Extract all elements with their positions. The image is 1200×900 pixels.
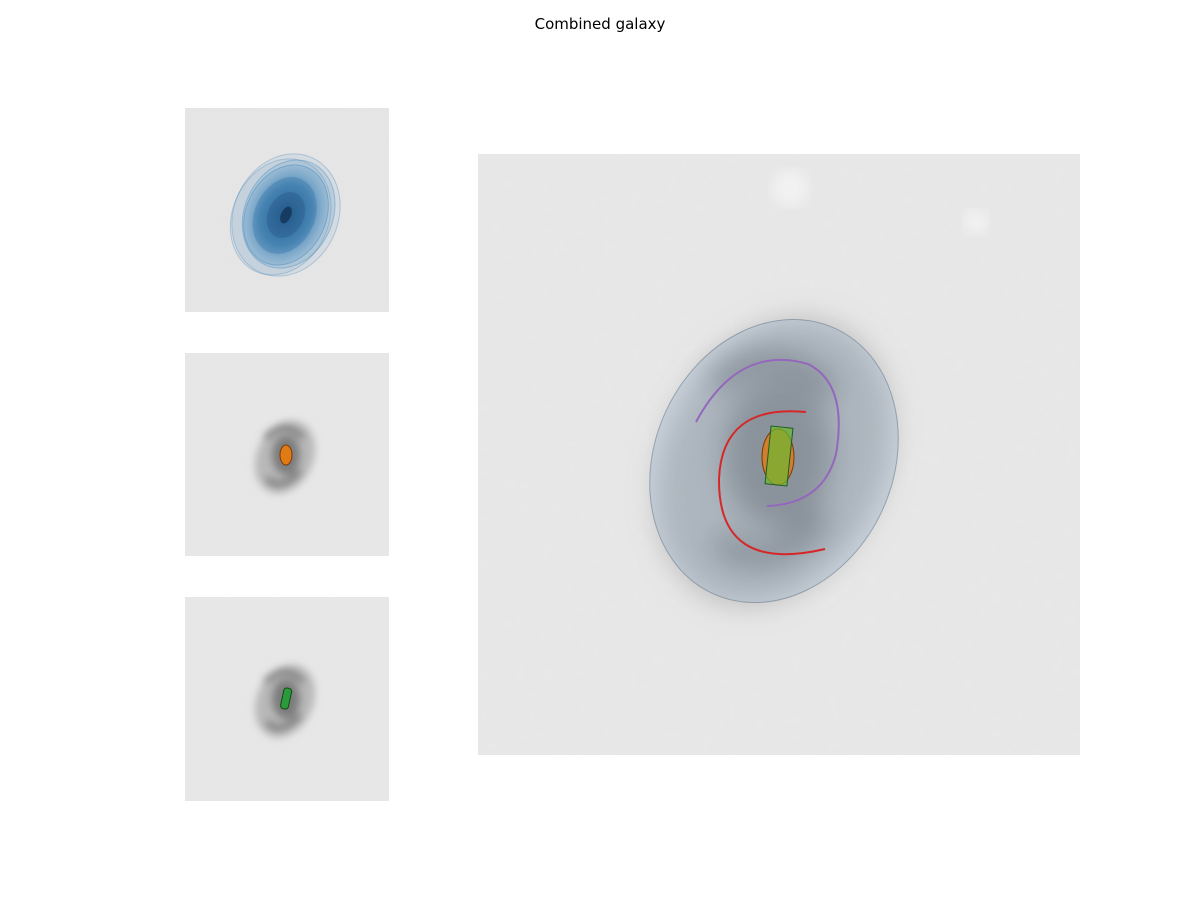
spiral-arm-purple bbox=[695, 358, 840, 507]
bulge-panel-image bbox=[185, 353, 389, 556]
disk-ellipse-overlays bbox=[229, 153, 341, 277]
combined-panel-image bbox=[478, 154, 1080, 755]
bulge-ellipse-overlay bbox=[279, 444, 293, 466]
bar-box-overlay bbox=[280, 687, 293, 710]
disk-panel bbox=[185, 108, 389, 312]
bulge-panel bbox=[185, 353, 389, 556]
figure-title: Combined galaxy bbox=[534, 15, 666, 33]
background-source bbox=[964, 210, 988, 234]
combined-panel bbox=[478, 154, 1080, 755]
spiral-arm-red bbox=[717, 410, 826, 556]
background-source bbox=[772, 170, 808, 206]
bar-panel bbox=[185, 597, 389, 801]
bar-panel-image bbox=[185, 597, 389, 801]
bar-box-overlay bbox=[764, 425, 794, 487]
disk-panel-image bbox=[185, 108, 389, 312]
